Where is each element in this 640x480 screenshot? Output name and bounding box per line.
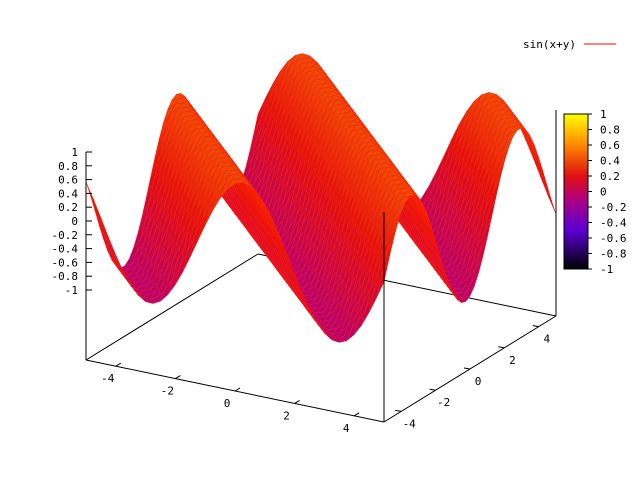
y-tick-mark xyxy=(532,325,539,328)
z-tick-label: 1 xyxy=(71,146,78,159)
colorbar-tick-label: 0.8 xyxy=(600,124,620,137)
surface-mesh xyxy=(85,53,557,343)
surface-cell xyxy=(536,163,549,197)
colorbar-tick-label: -1 xyxy=(600,263,613,276)
legend: sin(x+y) xyxy=(523,38,616,51)
colorbar: 1 0.8 0.6 0.4 0.2 0 -0.2 -0.4 -0.6 -0.8 -1 xyxy=(563,108,627,276)
surface-cell xyxy=(93,199,106,233)
z-tick-label: -0.6 xyxy=(52,256,79,269)
z-axis-ticks: 10.80.60.40.20-0.2-0.4-0.6-0.8-1 xyxy=(52,146,92,297)
colorbar-tick-label: 0 xyxy=(600,186,607,199)
colorbar-tick-label: 0.4 xyxy=(600,155,620,168)
z-tick-label: 0.6 xyxy=(58,174,78,187)
y-tick-label: -4 xyxy=(403,417,417,430)
y-tick-label: 0 xyxy=(475,375,482,388)
y-tick-mark xyxy=(498,346,505,349)
z-tick-label: 0.8 xyxy=(58,160,78,173)
surface-cell xyxy=(376,261,389,298)
surface-cell xyxy=(85,181,98,214)
x-tick-label: 4 xyxy=(343,422,350,435)
x-tick-mark xyxy=(353,412,360,417)
y-tick-mark xyxy=(463,367,471,370)
y-tick-mark xyxy=(395,409,402,412)
x-tick-mark xyxy=(294,399,300,404)
surface-cell xyxy=(532,149,545,183)
colorbar-tick-label: -0.2 xyxy=(600,201,627,214)
colorbar-tick-label: -0.4 xyxy=(600,217,627,230)
y-axis-ticks: -4 -2 0 2 4 xyxy=(395,325,550,430)
colorbar-tick-label: 0.2 xyxy=(600,170,620,183)
x-tick-mark xyxy=(234,387,241,392)
x-tick-label: 0 xyxy=(224,397,231,410)
z-tick-label: -1 xyxy=(65,284,78,297)
surface-cell xyxy=(535,153,548,187)
x-tick-label: 2 xyxy=(283,409,290,422)
x-tick-label: -4 xyxy=(101,372,115,385)
legend-label-sin: sin(x+y) xyxy=(523,38,576,51)
colorbar-tick-label: 0.6 xyxy=(600,139,620,152)
surface-cell xyxy=(528,137,541,168)
y-tick-mark xyxy=(429,388,436,391)
x-tick-label: -2 xyxy=(161,385,174,398)
y-tick-label: 2 xyxy=(509,354,516,367)
z-tick-label: 0.4 xyxy=(58,187,78,200)
z-tick-label: 0 xyxy=(71,215,78,228)
x-tick-mark xyxy=(115,362,122,367)
z-tick-label: -0.4 xyxy=(52,243,79,256)
surface-cell xyxy=(90,194,103,229)
z-tick-label: -0.8 xyxy=(52,270,79,283)
colorbar-tick-label: -0.6 xyxy=(600,232,627,245)
z-tick-label: -0.2 xyxy=(52,229,79,242)
colorbar-tick-label: -0.8 xyxy=(600,248,627,261)
y-tick-label: 4 xyxy=(543,333,550,346)
x-tick-mark xyxy=(175,375,181,380)
colorbar-ticks: 1 0.8 0.6 0.4 0.2 0 -0.2 -0.4 -0.6 -0.8 -1 xyxy=(588,108,627,276)
x-axis-ticks: -4 -2 0 2 4 xyxy=(101,362,360,435)
colorbar-gradient xyxy=(563,113,589,270)
z-tick-label: 0.2 xyxy=(58,201,78,214)
y-tick-label: -2 xyxy=(437,396,450,409)
colorbar-tick-label: 1 xyxy=(600,108,607,121)
